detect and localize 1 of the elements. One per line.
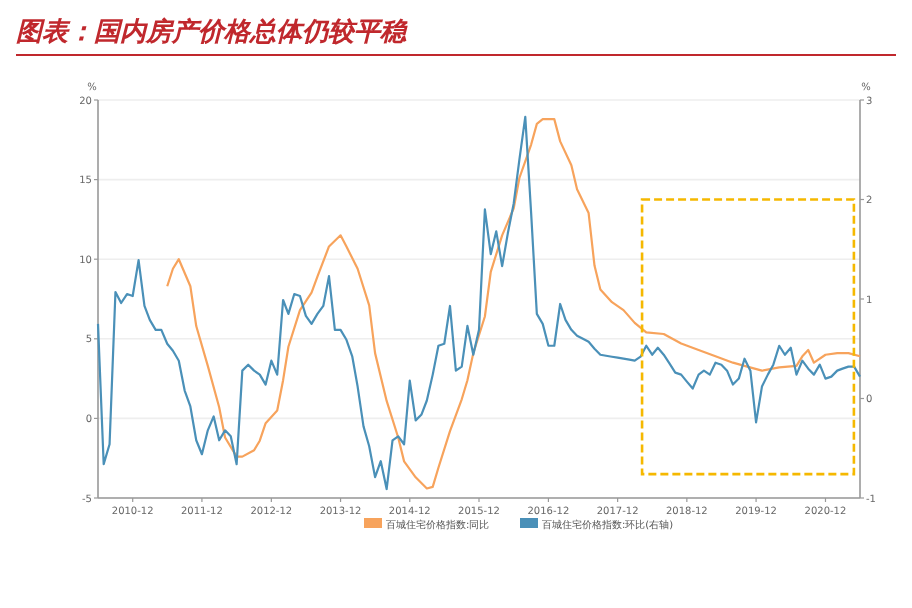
chart-title: 图表：国内房产价格总体仍较平稳 — [16, 16, 408, 48]
